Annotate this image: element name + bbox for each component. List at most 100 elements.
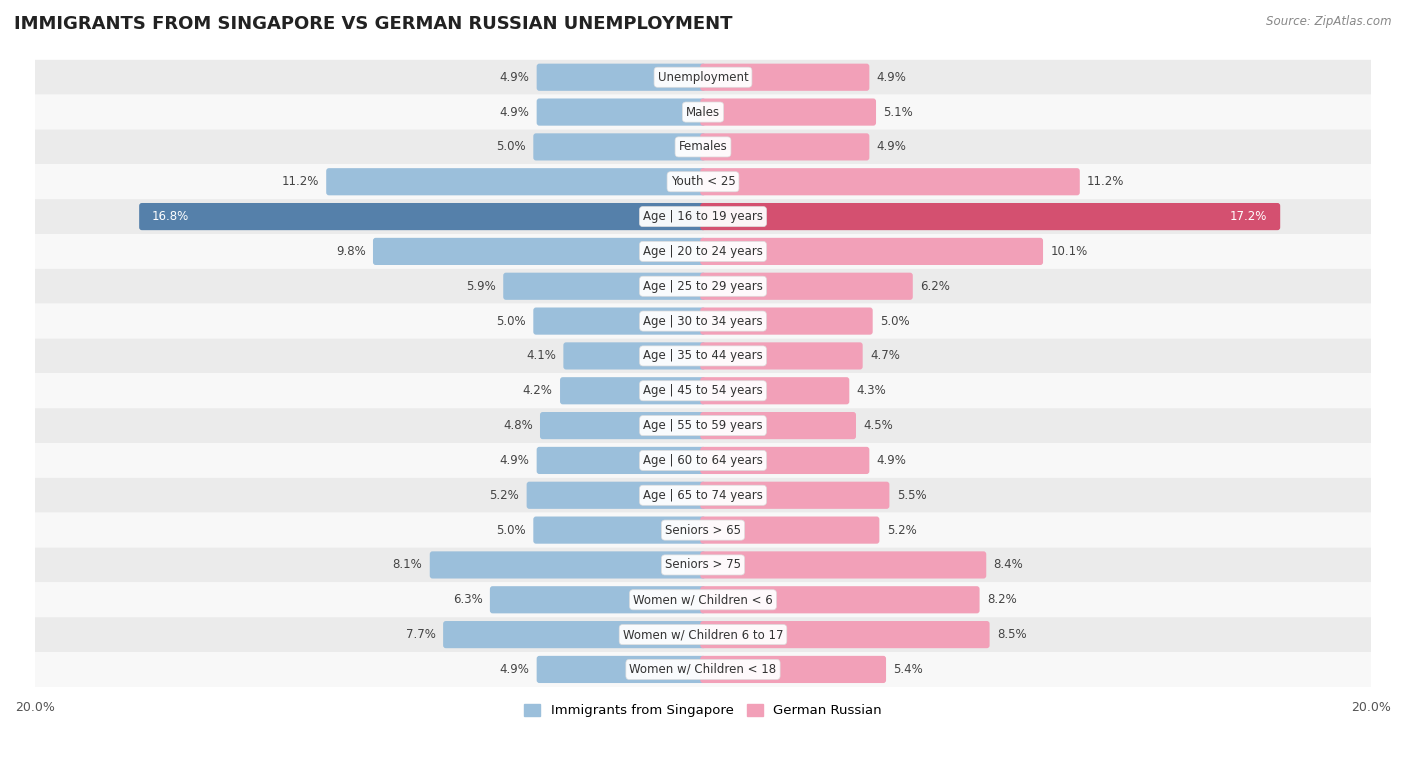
Text: 6.3%: 6.3%	[453, 593, 482, 606]
FancyBboxPatch shape	[700, 307, 873, 335]
FancyBboxPatch shape	[700, 412, 856, 439]
FancyBboxPatch shape	[533, 133, 706, 160]
Text: Women w/ Children 6 to 17: Women w/ Children 6 to 17	[623, 628, 783, 641]
FancyBboxPatch shape	[527, 481, 706, 509]
Text: 17.2%: 17.2%	[1230, 210, 1268, 223]
Text: 5.0%: 5.0%	[496, 315, 526, 328]
FancyBboxPatch shape	[537, 656, 706, 683]
FancyBboxPatch shape	[35, 304, 1371, 338]
Text: Age | 25 to 29 years: Age | 25 to 29 years	[643, 280, 763, 293]
FancyBboxPatch shape	[700, 203, 1281, 230]
Text: Age | 55 to 59 years: Age | 55 to 59 years	[643, 419, 763, 432]
Text: 4.9%: 4.9%	[499, 454, 529, 467]
Text: 4.9%: 4.9%	[499, 105, 529, 119]
FancyBboxPatch shape	[35, 269, 1371, 304]
Text: Age | 30 to 34 years: Age | 30 to 34 years	[643, 315, 763, 328]
Text: 4.2%: 4.2%	[523, 385, 553, 397]
FancyBboxPatch shape	[700, 481, 890, 509]
FancyBboxPatch shape	[700, 98, 876, 126]
FancyBboxPatch shape	[35, 652, 1371, 687]
Text: 7.7%: 7.7%	[406, 628, 436, 641]
FancyBboxPatch shape	[700, 656, 886, 683]
FancyBboxPatch shape	[503, 273, 706, 300]
Text: 5.0%: 5.0%	[880, 315, 910, 328]
FancyBboxPatch shape	[35, 478, 1371, 512]
FancyBboxPatch shape	[35, 164, 1371, 199]
Text: Age | 60 to 64 years: Age | 60 to 64 years	[643, 454, 763, 467]
Text: 4.9%: 4.9%	[877, 454, 907, 467]
Text: 11.2%: 11.2%	[281, 175, 319, 188]
FancyBboxPatch shape	[35, 582, 1371, 617]
Text: 4.9%: 4.9%	[499, 70, 529, 84]
Text: 5.1%: 5.1%	[883, 105, 912, 119]
Text: Age | 35 to 44 years: Age | 35 to 44 years	[643, 350, 763, 363]
Text: 5.2%: 5.2%	[489, 489, 519, 502]
Text: 5.0%: 5.0%	[496, 524, 526, 537]
FancyBboxPatch shape	[700, 551, 986, 578]
Text: 4.9%: 4.9%	[499, 663, 529, 676]
FancyBboxPatch shape	[700, 168, 1080, 195]
Text: Unemployment: Unemployment	[658, 70, 748, 84]
FancyBboxPatch shape	[700, 447, 869, 474]
Text: 6.2%: 6.2%	[920, 280, 950, 293]
FancyBboxPatch shape	[326, 168, 706, 195]
Text: Males: Males	[686, 105, 720, 119]
FancyBboxPatch shape	[700, 516, 879, 544]
Text: 4.5%: 4.5%	[863, 419, 893, 432]
FancyBboxPatch shape	[139, 203, 706, 230]
FancyBboxPatch shape	[35, 408, 1371, 443]
FancyBboxPatch shape	[35, 129, 1371, 164]
Text: 9.8%: 9.8%	[336, 245, 366, 258]
FancyBboxPatch shape	[35, 338, 1371, 373]
FancyBboxPatch shape	[560, 377, 706, 404]
Text: 8.5%: 8.5%	[997, 628, 1026, 641]
Text: 10.1%: 10.1%	[1050, 245, 1088, 258]
Text: IMMIGRANTS FROM SINGAPORE VS GERMAN RUSSIAN UNEMPLOYMENT: IMMIGRANTS FROM SINGAPORE VS GERMAN RUSS…	[14, 15, 733, 33]
Text: 4.8%: 4.8%	[503, 419, 533, 432]
FancyBboxPatch shape	[700, 238, 1043, 265]
FancyBboxPatch shape	[537, 447, 706, 474]
Text: 5.5%: 5.5%	[897, 489, 927, 502]
FancyBboxPatch shape	[533, 516, 706, 544]
FancyBboxPatch shape	[700, 586, 980, 613]
FancyBboxPatch shape	[700, 377, 849, 404]
Text: 8.4%: 8.4%	[994, 559, 1024, 572]
Text: 4.9%: 4.9%	[877, 70, 907, 84]
Text: Age | 65 to 74 years: Age | 65 to 74 years	[643, 489, 763, 502]
FancyBboxPatch shape	[35, 512, 1371, 547]
FancyBboxPatch shape	[35, 95, 1371, 129]
Text: Women w/ Children < 18: Women w/ Children < 18	[630, 663, 776, 676]
FancyBboxPatch shape	[537, 64, 706, 91]
FancyBboxPatch shape	[35, 617, 1371, 652]
Text: Youth < 25: Youth < 25	[671, 175, 735, 188]
Text: Seniors > 75: Seniors > 75	[665, 559, 741, 572]
FancyBboxPatch shape	[430, 551, 706, 578]
FancyBboxPatch shape	[35, 443, 1371, 478]
Text: Age | 16 to 19 years: Age | 16 to 19 years	[643, 210, 763, 223]
FancyBboxPatch shape	[537, 98, 706, 126]
Text: 5.9%: 5.9%	[467, 280, 496, 293]
Text: 4.9%: 4.9%	[877, 140, 907, 154]
FancyBboxPatch shape	[35, 547, 1371, 582]
Text: 5.2%: 5.2%	[887, 524, 917, 537]
FancyBboxPatch shape	[533, 307, 706, 335]
FancyBboxPatch shape	[489, 586, 706, 613]
Text: 16.8%: 16.8%	[152, 210, 188, 223]
Text: 4.3%: 4.3%	[856, 385, 886, 397]
FancyBboxPatch shape	[700, 342, 863, 369]
FancyBboxPatch shape	[35, 234, 1371, 269]
Text: Source: ZipAtlas.com: Source: ZipAtlas.com	[1267, 15, 1392, 28]
FancyBboxPatch shape	[700, 64, 869, 91]
Text: Seniors > 65: Seniors > 65	[665, 524, 741, 537]
Text: Age | 20 to 24 years: Age | 20 to 24 years	[643, 245, 763, 258]
FancyBboxPatch shape	[700, 621, 990, 648]
FancyBboxPatch shape	[35, 60, 1371, 95]
Text: Females: Females	[679, 140, 727, 154]
Legend: Immigrants from Singapore, German Russian: Immigrants from Singapore, German Russia…	[519, 699, 887, 722]
FancyBboxPatch shape	[700, 273, 912, 300]
Text: 8.2%: 8.2%	[987, 593, 1017, 606]
FancyBboxPatch shape	[700, 133, 869, 160]
Text: 8.1%: 8.1%	[392, 559, 422, 572]
FancyBboxPatch shape	[540, 412, 706, 439]
Text: Women w/ Children < 6: Women w/ Children < 6	[633, 593, 773, 606]
